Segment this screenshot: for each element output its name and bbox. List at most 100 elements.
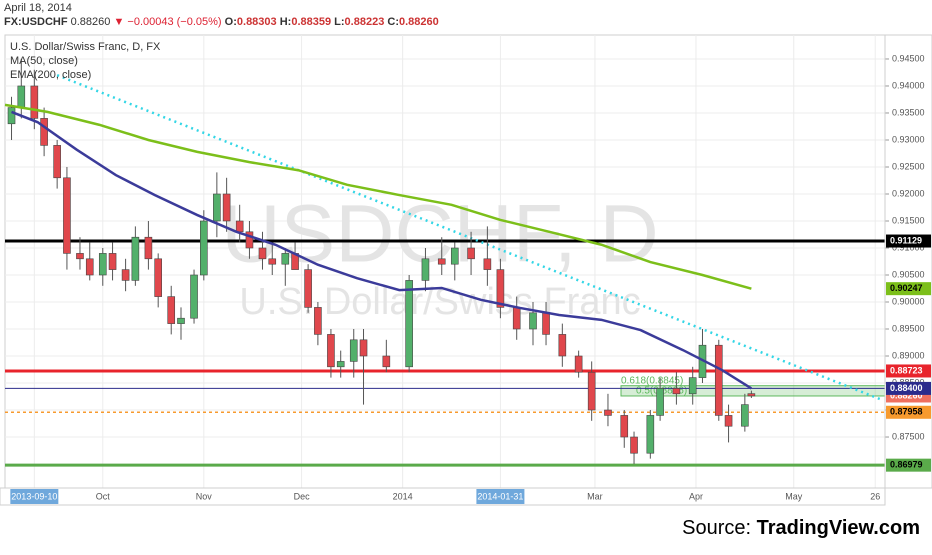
y-tick-label: 0.93500 <box>892 107 925 117</box>
price-label: 0.86979 <box>890 460 923 470</box>
low-key: L: <box>334 16 344 28</box>
candle-body <box>85 258 94 276</box>
y-tick-label: 0.94000 <box>892 80 925 90</box>
candle-body <box>714 344 723 416</box>
candle-body <box>121 269 130 281</box>
price-label-box <box>886 282 931 296</box>
source-site: TradingView.com <box>757 517 920 539</box>
y-tick-label: 0.89000 <box>892 350 925 360</box>
x-tick-label: Nov <box>196 491 213 501</box>
price-label: 0.88400 <box>890 383 923 393</box>
chart-title: U.S. Dollar/Swiss Franc, D, FX <box>10 41 161 53</box>
x-tick-label: 2014-01-31 <box>477 491 523 501</box>
x-tick-label: May <box>785 491 803 501</box>
candle-body <box>245 231 254 249</box>
x-tick-label: Mar <box>587 491 603 501</box>
price-label-box <box>886 364 931 378</box>
candle-body <box>630 436 638 454</box>
candle-body <box>741 404 749 427</box>
price-label-box <box>886 458 931 472</box>
x-tick-highlight <box>10 489 59 504</box>
candle-body <box>496 269 505 308</box>
high-key: H: <box>280 16 292 28</box>
legend-entry: EMA(200, close) <box>10 69 91 81</box>
candle-body <box>17 85 26 108</box>
y-axis-area <box>884 34 932 489</box>
candle-body <box>558 334 567 357</box>
change: ▼ −0.00043 (−0.05%) <box>113 16 221 28</box>
candle-body <box>200 220 208 276</box>
price-label: 0.88260 <box>890 390 923 400</box>
candle-body <box>542 312 550 335</box>
x-tick-label: Apr <box>689 491 703 501</box>
price-label-box <box>886 234 931 248</box>
candle-body <box>53 145 61 179</box>
y-tick-label: 0.89500 <box>892 323 925 333</box>
price-label: 0.88723 <box>890 365 923 375</box>
x-tick-highlight <box>476 489 525 504</box>
candle-body <box>7 107 16 125</box>
x-tick-label: 2013-09-10 <box>11 491 57 501</box>
y-tick-label: 0.90000 <box>892 296 925 306</box>
candle-body <box>349 339 358 362</box>
y-tick-label: 0.94500 <box>892 53 925 63</box>
candle-body <box>450 247 459 265</box>
candle-body <box>190 274 198 319</box>
date: April 18, 2014 <box>4 2 72 14</box>
candle-body <box>314 307 322 335</box>
y-tick-label: 0.92500 <box>892 161 925 171</box>
source-label: Source: <box>682 517 751 539</box>
candle-body <box>154 258 162 297</box>
candle-body <box>405 280 413 368</box>
candle-body <box>40 118 48 146</box>
candle-body <box>177 317 185 324</box>
candle-body <box>656 388 664 416</box>
candle-body <box>268 258 277 265</box>
candle-body <box>213 193 221 222</box>
high-value: 0.88359 <box>291 16 331 28</box>
candle-body <box>222 193 231 222</box>
indicator-line <box>11 110 753 390</box>
open-key: O: <box>225 16 237 28</box>
candle-body <box>131 236 140 281</box>
source: Source: TradingView.com <box>682 517 920 539</box>
candle-body <box>587 371 596 411</box>
quote-line: FX:USDCHF 0.88260 ▼ −0.00043 (−0.05%) O:… <box>4 16 439 28</box>
candle-body <box>724 415 733 427</box>
candle-body <box>258 247 267 260</box>
candle-body <box>30 85 39 119</box>
price-label-box <box>886 405 931 419</box>
grid <box>5 35 885 488</box>
candle-body <box>359 339 368 357</box>
candle-body <box>529 312 537 330</box>
indicator-line <box>4 103 752 290</box>
open-value: 0.88303 <box>237 16 277 28</box>
candle-body <box>421 258 430 281</box>
x-tick-label: Oct <box>96 491 111 501</box>
candle-body <box>747 393 756 397</box>
candle-body <box>98 253 107 276</box>
y-tick-label: 0.90500 <box>892 269 925 279</box>
last: 0.88260 <box>71 16 111 28</box>
y-tick-label: 0.91500 <box>892 215 925 225</box>
candle-body <box>304 269 312 308</box>
candle-body <box>235 220 244 233</box>
candle-body <box>672 388 681 395</box>
candle-body <box>167 296 176 324</box>
y-tick-label: 0.92000 <box>892 188 925 198</box>
x-axis-area <box>0 487 886 506</box>
legend-entry: MA(50, close) <box>10 55 78 67</box>
candle-body <box>512 307 521 330</box>
y-tick-label: 0.93000 <box>892 134 925 144</box>
trendline <box>56 74 883 401</box>
candle-body <box>327 334 335 368</box>
price-label: 0.91129 <box>890 235 922 245</box>
candle-body <box>483 258 492 270</box>
plot-layer: 0.618(0.8845)0.5(0.8826) <box>4 58 886 467</box>
candle-body <box>76 253 84 260</box>
x-tick-label: Dec <box>294 491 311 501</box>
candle-body <box>281 253 290 265</box>
candle-body <box>144 236 153 260</box>
candle-body <box>467 247 475 260</box>
